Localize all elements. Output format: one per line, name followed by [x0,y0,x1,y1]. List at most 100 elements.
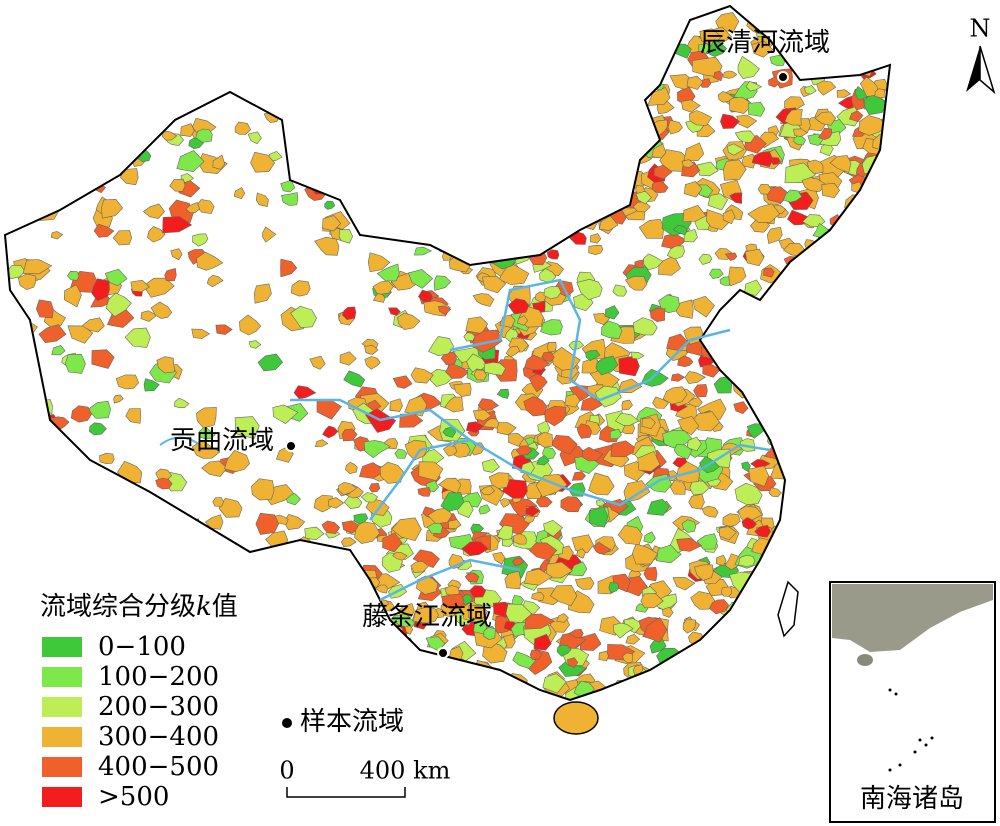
basin-patch [518,8,550,36]
basin-patch [580,141,607,158]
basin-patch [702,364,721,378]
basin-patch [293,385,317,400]
sample-label: 样本流域 [300,707,404,737]
basin-patch [812,298,828,312]
basin-patch [623,480,651,503]
basin-patch [5,385,15,400]
basin-patch [713,70,724,82]
basin-patch [455,157,479,174]
basin-patch [228,566,247,579]
basin-patch [450,40,472,57]
basin-patch [480,220,504,237]
basin-patch [481,458,500,473]
basin-patch [560,496,582,513]
basin-patch [801,408,826,425]
basin-patch [300,607,322,620]
legend-swatch [42,727,82,747]
basin-patch [683,181,703,198]
island [888,768,892,772]
basin-patch [684,371,707,384]
basin-patch [681,519,697,533]
basin-patch [5,559,13,576]
basin-patch [517,315,529,326]
basin-patch [332,649,356,667]
basin-patch [782,364,794,374]
basin-patch [461,9,481,23]
basin-patch [5,78,21,101]
basin-patch [625,43,644,56]
basin-patch [357,33,379,52]
basin-patch [162,216,193,234]
basin-patch [333,644,350,660]
basin-patch [813,632,828,644]
basin-patch [696,533,718,550]
basin-patch [610,690,626,700]
basin-patch [185,627,202,639]
basin-patch [867,274,885,291]
basin-patch [237,676,262,698]
basin-patch [191,328,211,339]
basin-patch [469,585,487,598]
basin-patch [806,358,827,378]
basin-patch [257,659,271,671]
basin-patch [777,326,796,341]
basin-patch [580,39,608,56]
basin-patch [285,602,307,617]
basin-patch [791,454,816,472]
basin-patch [641,368,669,387]
basin-patch [830,311,851,324]
basin-patch [524,9,541,26]
basin-patch [218,497,243,518]
basin-patch [597,125,622,139]
basin-patch [507,209,528,229]
basin-patch [869,183,890,208]
basin-patch [799,631,822,649]
basin-patch [329,605,344,616]
basin-patch [270,561,283,573]
basin-patch [93,575,106,588]
basin-patch [230,633,253,657]
basin-patch [5,635,21,657]
basin-patch [478,8,494,22]
basin-patch [600,691,625,700]
basin-patch [387,108,411,131]
basin-patch [849,323,878,341]
basin-patch [849,110,864,123]
basin-patch [831,248,855,264]
basin-patch [91,349,115,369]
basin-patch [763,564,787,586]
basin-patch [463,332,476,342]
basin-patch [471,8,485,22]
basin-patch [168,568,197,586]
basin-patch [503,151,525,170]
basin-patch [487,115,498,125]
basin-patch [690,591,717,610]
basin-patch [50,231,64,240]
basin-patch [613,622,634,639]
basin-patch [598,70,614,83]
basin-patch [733,631,761,657]
basin-patch [783,684,808,700]
basin-patch [555,97,577,112]
basin-patch [801,508,820,526]
basin-patch [183,545,199,559]
basin-patch [31,500,49,514]
basin-patch [143,378,160,392]
basin-patch [331,32,350,49]
basin-patch [780,442,796,452]
basin-patch [766,226,783,244]
basin-patch [93,223,115,238]
basin-patch [501,479,528,499]
basin-patch [338,482,358,496]
basin-patch [100,27,126,49]
basin-patch [303,59,318,68]
basin-patch [549,139,563,149]
basin-patch [768,76,781,88]
basin-patch [66,59,87,75]
basin-patch [274,633,295,648]
basin-patch [525,505,540,517]
basin-patch [689,670,710,688]
basin-patch [65,18,91,42]
basin-patch [851,221,877,240]
basin-patch [70,492,102,509]
